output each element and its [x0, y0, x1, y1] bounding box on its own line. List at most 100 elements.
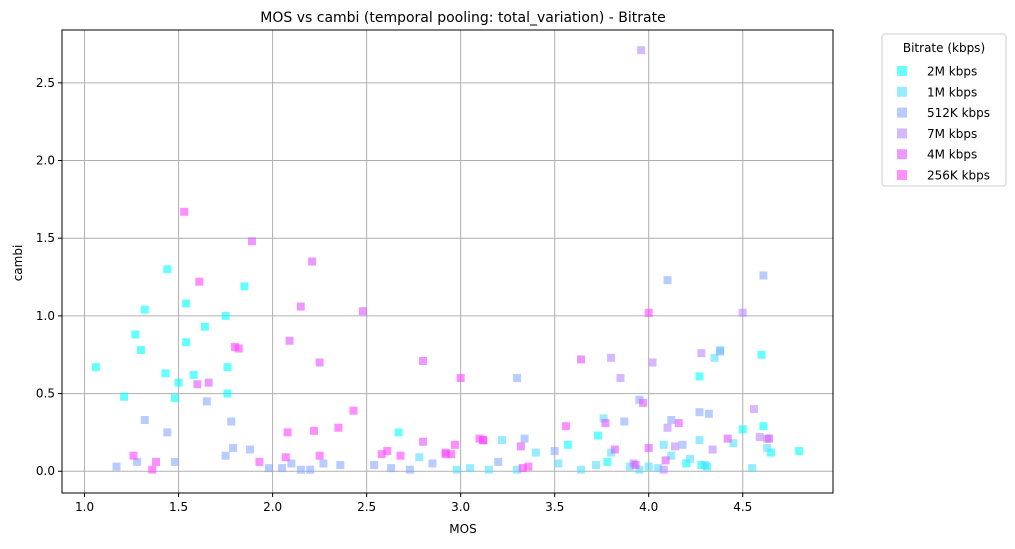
data-point: [759, 271, 768, 280]
data-point: [599, 414, 608, 423]
x-axis-label: MOS: [449, 522, 476, 536]
data-point: [648, 358, 657, 367]
data-point: [405, 465, 414, 474]
x-tick-label: 3.5: [545, 500, 564, 514]
data-point: [531, 448, 540, 457]
data-point: [223, 389, 232, 398]
data-point: [377, 450, 386, 459]
legend-label: 2M kbps: [927, 65, 977, 79]
data-point: [577, 355, 586, 364]
data-point: [644, 308, 653, 317]
data-point: [281, 453, 290, 462]
data-point: [763, 443, 772, 452]
data-point: [620, 417, 629, 426]
data-point: [131, 330, 140, 339]
data-point: [451, 440, 460, 449]
data-point: [319, 459, 328, 468]
data-point: [479, 436, 488, 445]
data-point: [419, 356, 428, 365]
data-point: [520, 434, 529, 443]
legend-label: 7M kbps: [927, 127, 977, 141]
data-point: [748, 464, 757, 473]
data-point: [593, 431, 602, 440]
data-point: [140, 305, 149, 314]
data-point: [170, 457, 179, 466]
data-point: [255, 457, 264, 466]
data-point: [654, 464, 663, 473]
legend-items: 2M kbps 1M kbps 512K kbps 7M kbps 4M kbps 256…: [897, 65, 990, 183]
data-point: [610, 445, 619, 454]
legend-marker: [897, 66, 907, 76]
data-point: [456, 374, 465, 383]
data-point: [112, 462, 121, 471]
data-point: [182, 338, 191, 347]
x-tick-label: 3.0: [451, 500, 470, 514]
data-point: [152, 457, 161, 466]
data-point: [516, 442, 525, 451]
data-point: [759, 422, 768, 431]
data-point: [358, 307, 367, 316]
legend-label: 1M kbps: [927, 85, 977, 99]
data-point: [221, 311, 230, 320]
data-point: [616, 374, 625, 383]
data-point: [603, 457, 612, 466]
legend-box: [881, 33, 1007, 187]
data-point: [639, 398, 648, 407]
chart-title: MOS vs cambi (temporal pooling: total_va…: [260, 10, 665, 26]
data-point: [710, 353, 719, 362]
data-point: [170, 394, 179, 403]
data-point: [227, 417, 236, 426]
data-point: [246, 445, 255, 454]
data-point: [513, 374, 522, 383]
legend-marker: [897, 128, 907, 139]
data-point: [193, 380, 202, 389]
data-point: [306, 465, 315, 474]
data-point: [394, 428, 403, 437]
data-point: [708, 445, 717, 454]
data-point: [795, 447, 804, 456]
data-point: [659, 465, 668, 474]
data-point: [419, 437, 428, 446]
data-point: [729, 439, 738, 448]
y-tick-label: 2.0: [36, 154, 55, 168]
data-point: [484, 465, 493, 474]
data-point: [195, 277, 204, 286]
data-point: [738, 425, 747, 434]
data-point: [120, 392, 129, 401]
data-point: [240, 282, 249, 291]
legend-marker: [897, 107, 907, 118]
data-point: [659, 440, 668, 449]
data-point: [349, 406, 358, 415]
data-point: [334, 423, 343, 432]
data-point: [757, 350, 766, 359]
data-point: [644, 443, 653, 452]
y-tick-label: 1.0: [36, 309, 55, 323]
data-point: [766, 448, 775, 457]
data-point: [695, 436, 704, 445]
data-point: [550, 447, 559, 456]
data-points: [91, 46, 804, 474]
data-point: [315, 451, 324, 460]
data-point: [441, 450, 450, 459]
data-point: [234, 344, 243, 353]
data-point: [674, 419, 683, 428]
data-point: [663, 276, 672, 285]
x-tick-label: 2.0: [263, 500, 282, 514]
data-point: [91, 363, 100, 372]
data-point: [452, 465, 461, 474]
data-point: [148, 465, 157, 474]
data-point: [163, 428, 172, 437]
data-point: [663, 423, 672, 432]
data-point: [200, 322, 209, 331]
data-point: [287, 459, 296, 468]
data-point: [264, 464, 273, 473]
legend-label: 4M kbps: [927, 148, 977, 162]
data-point: [667, 451, 676, 460]
data-point: [336, 461, 345, 470]
legend-label: 256K kbps: [927, 169, 990, 183]
data-point: [755, 433, 764, 442]
data-point: [247, 237, 256, 246]
data-point: [678, 440, 687, 449]
data-point: [635, 465, 644, 474]
data-point: [140, 415, 149, 424]
